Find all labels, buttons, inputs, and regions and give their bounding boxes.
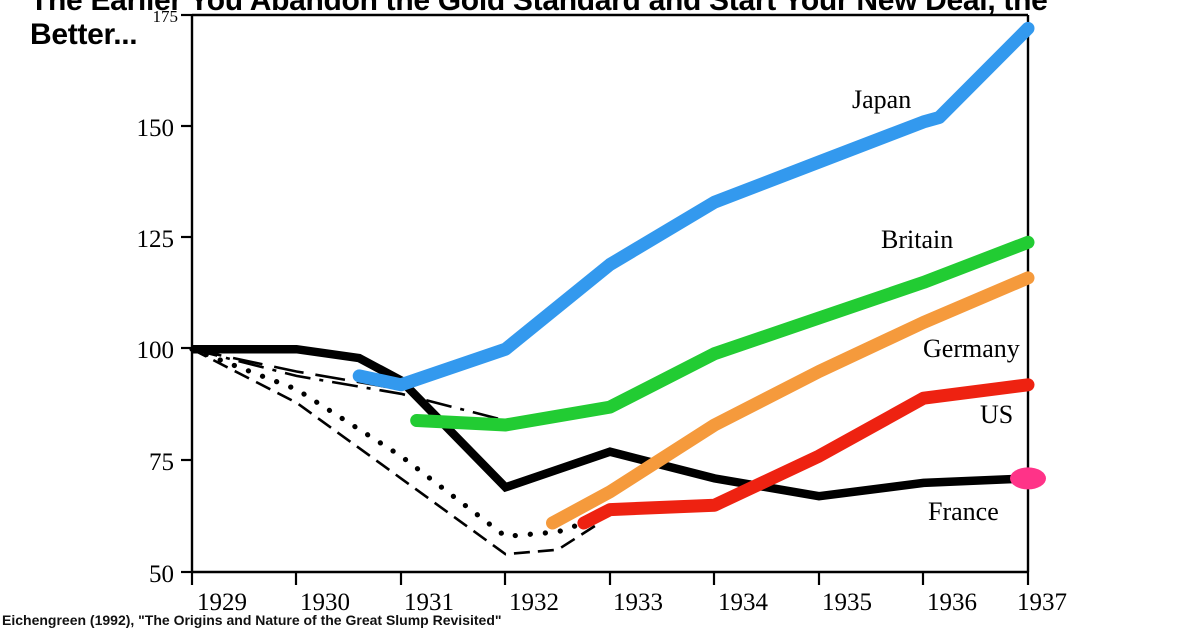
series-gold-standard-thin-dash — [191, 348, 601, 556]
x-tick-label-1929: 1929 — [197, 589, 247, 616]
series-layer — [189, 21, 1046, 556]
series-line-germany[interactable] — [546, 271, 1035, 530]
series-line-france[interactable] — [192, 344, 1029, 501]
y-tick-label-100: 100 — [137, 337, 175, 364]
source-caption: Eichengreen (1992), "The Origins and Nat… — [2, 612, 502, 628]
series-gold-standard-dotted — [189, 346, 613, 540]
x-tick-label-1933: 1933 — [613, 589, 663, 616]
x-tick-label-1937: 1937 — [1017, 589, 1067, 616]
series-label-france: France — [928, 497, 999, 526]
series-label-us: US — [980, 400, 1013, 429]
y-tick-label-50: 50 — [149, 561, 174, 588]
x-tick-label-1930: 1930 — [300, 589, 350, 616]
france-endpoint-marker — [1010, 467, 1046, 490]
x-tick-label-1936: 1936 — [927, 589, 977, 616]
y-tick-label-175: 175 — [153, 7, 179, 26]
series-line-us[interactable] — [577, 378, 1035, 530]
y-tick-label-75: 75 — [149, 449, 174, 476]
series-line-japan[interactable] — [352, 21, 1035, 392]
series-line-britain[interactable] — [410, 235, 1035, 432]
x-tick-label-1931: 1931 — [404, 589, 454, 616]
y-tick-label-125: 125 — [137, 226, 175, 253]
series-label-japan: Japan — [852, 85, 911, 114]
x-tick-label-1932: 1932 — [509, 589, 559, 616]
y-tick-label-150: 150 — [137, 115, 175, 142]
x-tick-label-1934: 1934 — [718, 589, 769, 616]
series-label-germany: Germany — [923, 334, 1020, 363]
x-ticks — [190, 572, 1030, 585]
series-gold-standard-dashdot — [191, 347, 506, 422]
x-tick-label-1935: 1935 — [822, 589, 872, 616]
series-label-britain: Britain — [881, 225, 953, 254]
y-ticks — [181, 13, 192, 574]
